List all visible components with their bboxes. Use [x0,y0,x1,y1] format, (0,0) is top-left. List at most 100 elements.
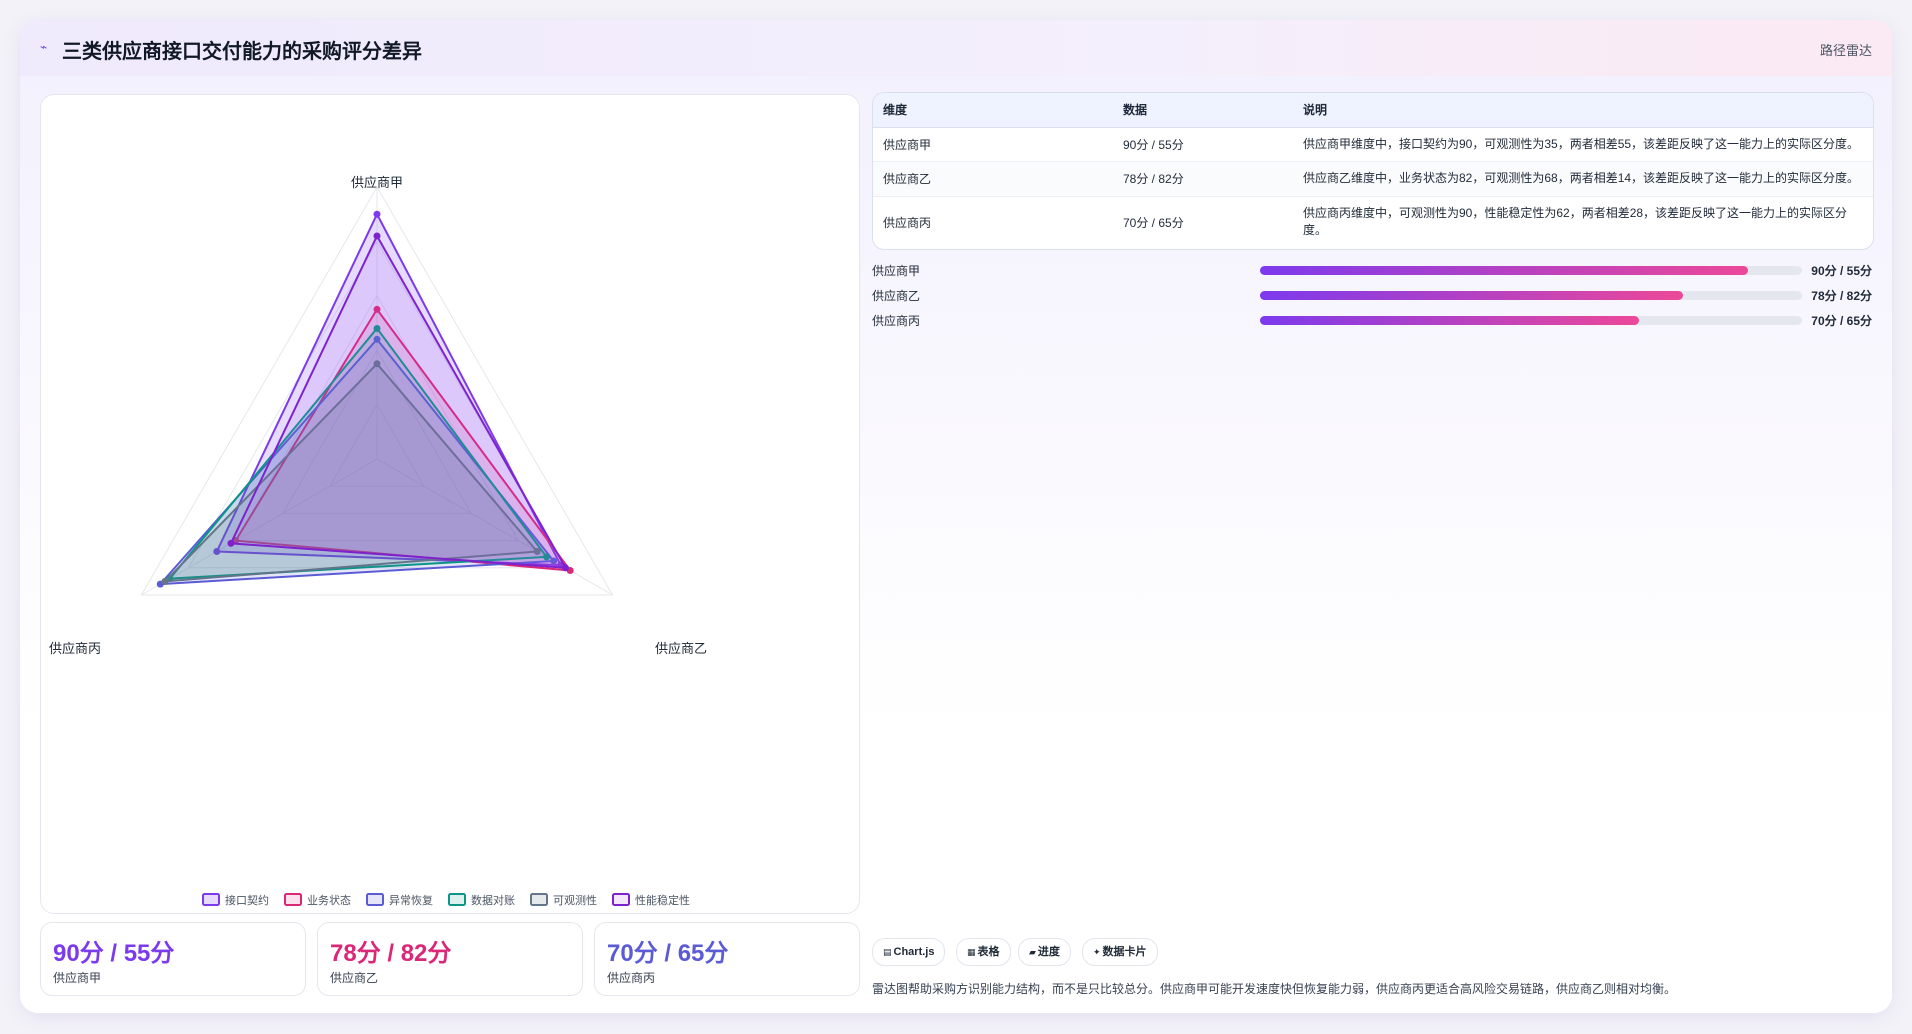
stat-value: 90分 / 55分 [53,940,175,967]
radar-grid-spoke [141,458,378,596]
radar-point [227,539,235,547]
progress-fill [1260,266,1748,275]
progress-label: 供应商丙 [872,314,921,328]
radar-point [533,547,541,555]
chip-progress[interactable]: ▰ 进度 [1018,938,1071,966]
stat-label: 供应商丙 [607,971,656,985]
progress-track [1260,291,1802,300]
progress-row-2: 供应商乙 78分 / 82分 [872,286,1872,304]
radar-series-area [163,362,539,583]
legend-swatch [202,893,220,906]
stat-label: 供应商乙 [330,971,379,985]
radar-point [373,324,381,332]
chip-label: 进度 [1037,946,1060,958]
chart-legend: 接口契约 业务状态 异常恢复 数据对账 可观测性 性能稳定性 [202,893,690,907]
radar-point [550,557,558,565]
chip-data-card[interactable]: ✦ 数据卡片 [1082,938,1158,966]
radar-point [373,232,381,240]
legend-swatch [530,893,548,906]
progress-fill [1260,291,1683,300]
chip-label: 表格 [977,946,1000,958]
table-row: 供应商甲 90分 / 55分 供应商甲维度中，接口契约为90，可观测性为35，两… [873,127,1873,162]
stat-card-1: 90分 / 55分 供应商甲 [40,922,306,996]
radar-point [373,305,381,313]
progress-track [1260,316,1802,325]
stat-card-3: 70分 / 65分 供应商丙 [594,922,860,996]
page-title: 三类供应商接口交付能力的采购评分差异 [62,41,422,63]
radar-axis-label: 供应商乙 [655,641,707,656]
stat-card-2: 78分 / 82分 供应商乙 [317,922,583,996]
stat-label: 供应商甲 [53,971,102,985]
progress-value: 90分 / 55分 [1811,264,1872,278]
progress-fill [1260,316,1640,325]
progress-row-1: 供应商甲 90分 / 55分 [872,261,1872,279]
table-row: 供应商丙 70分 / 65分 供应商丙维度中，可观测性为90，性能稳定性为62，… [873,196,1873,248]
radar-grid-ring [140,185,614,596]
legend-label: 可观测性 [553,893,597,907]
radar-point [373,335,381,343]
chip-table[interactable]: ▦ 表格 [956,938,1011,966]
radar-point [161,577,169,585]
legend-swatch [448,893,466,906]
footnote: 雷达图帮助采购方识别能力结构，而不是只比较总分。供应商甲可能开发速度快但恢复能力… [872,982,1677,996]
radar-grid-ring [329,403,425,487]
radar-point [213,547,221,555]
legend-swatch [284,893,302,906]
column-header-data: 数据 [1113,93,1293,128]
radar-grid [140,185,614,596]
stat-value: 78分 / 82分 [330,940,452,967]
stat-value: 70分 / 65分 [607,940,729,967]
legend-label: 接口契约 [225,893,269,907]
progress-label: 供应商乙 [872,289,921,303]
radar-grid-spoke [376,458,613,596]
cell-note: 供应商乙维度中，业务状态为82，可观测性为68，两者相差14，该差距反映了这一能… [1293,161,1873,197]
chip-chartjs[interactable]: ▤ Chart.js [872,938,946,966]
radar-grid-ring [281,349,473,514]
data-table: 维度 数据 说明 供应商甲 90分 / 55分 供应商甲维度中，接口契约为90，… [872,92,1874,250]
legend-label: 异常恢复 [389,893,433,907]
column-header-dimension: 维度 [873,93,1113,128]
legend-swatch [612,893,630,906]
card-icon: ✦ [1093,947,1101,957]
radar-series-area [229,234,567,569]
cell-dimension: 供应商乙 [873,161,1113,197]
progress-value: 78分 / 82分 [1811,289,1872,303]
legend-label: 业务状态 [307,893,351,907]
radar-icon: ⌁ [40,40,48,54]
header-tag[interactable]: 路径雷达 [1819,43,1872,58]
main-card: ⌁ 三类供应商接口交付能力的采购评分差异 路径雷达 供应商甲 供应商乙 供应商丙 接… [20,20,1892,1013]
cell-note: 供应商甲维度中，接口契约为90，可观测性为35，两者相差55，该差距反映了这一能… [1293,127,1873,162]
cell-dimension: 供应商甲 [873,127,1113,162]
table-icon: ▦ [967,947,976,957]
cell-data: 70分 / 65分 [1123,215,1184,230]
chart-icon: ▤ [883,947,892,957]
legend-swatch [366,893,384,906]
radar-axis-label: 供应商甲 [351,175,403,190]
column-header-note: 说明 [1293,93,1873,128]
cell-data: 90分 / 55分 [1113,127,1293,162]
radar-point [373,360,381,368]
progress-value: 70分 / 65分 [1811,314,1872,328]
progress-track [1260,266,1802,275]
radar-point [543,553,551,561]
progress-label: 供应商甲 [872,264,921,278]
header: ⌁ 三类供应商接口交付能力的采购评分差异 路径雷达 [20,20,1892,76]
radar-point [373,210,381,218]
progress-icon: ▰ [1029,947,1036,957]
radar-point [561,564,569,572]
table-row: 供应商乙 78分 / 82分 供应商乙维度中，业务状态为82，可观测性为68，两… [873,161,1873,197]
legend-label: 性能稳定性 [635,893,690,907]
cell-dimension: 供应商丙 [883,215,932,230]
radar-chart-panel: 供应商甲供应商乙 供应商丙 接口契约 业务状态 异常恢复 数据对账 可观测性 性能稳定性 [40,94,860,914]
cell-data: 78分 / 82分 [1113,161,1293,197]
progress-row-3: 供应商丙 70分 / 65分 [872,311,1872,329]
table-header-row: 维度 数据 说明 [873,93,1873,128]
cell-note: 供应商丙维度中，可观测性为90，性能稳定性为62，两者相差28，该差距反映了这一… [1303,206,1848,238]
legend-label: 数据对账 [471,893,515,907]
chip-label: 数据卡片 [1102,946,1147,958]
radar-axis-label: 供应商丙 [49,641,101,656]
radar-grid-ring [187,240,567,569]
radar-series [156,210,574,588]
